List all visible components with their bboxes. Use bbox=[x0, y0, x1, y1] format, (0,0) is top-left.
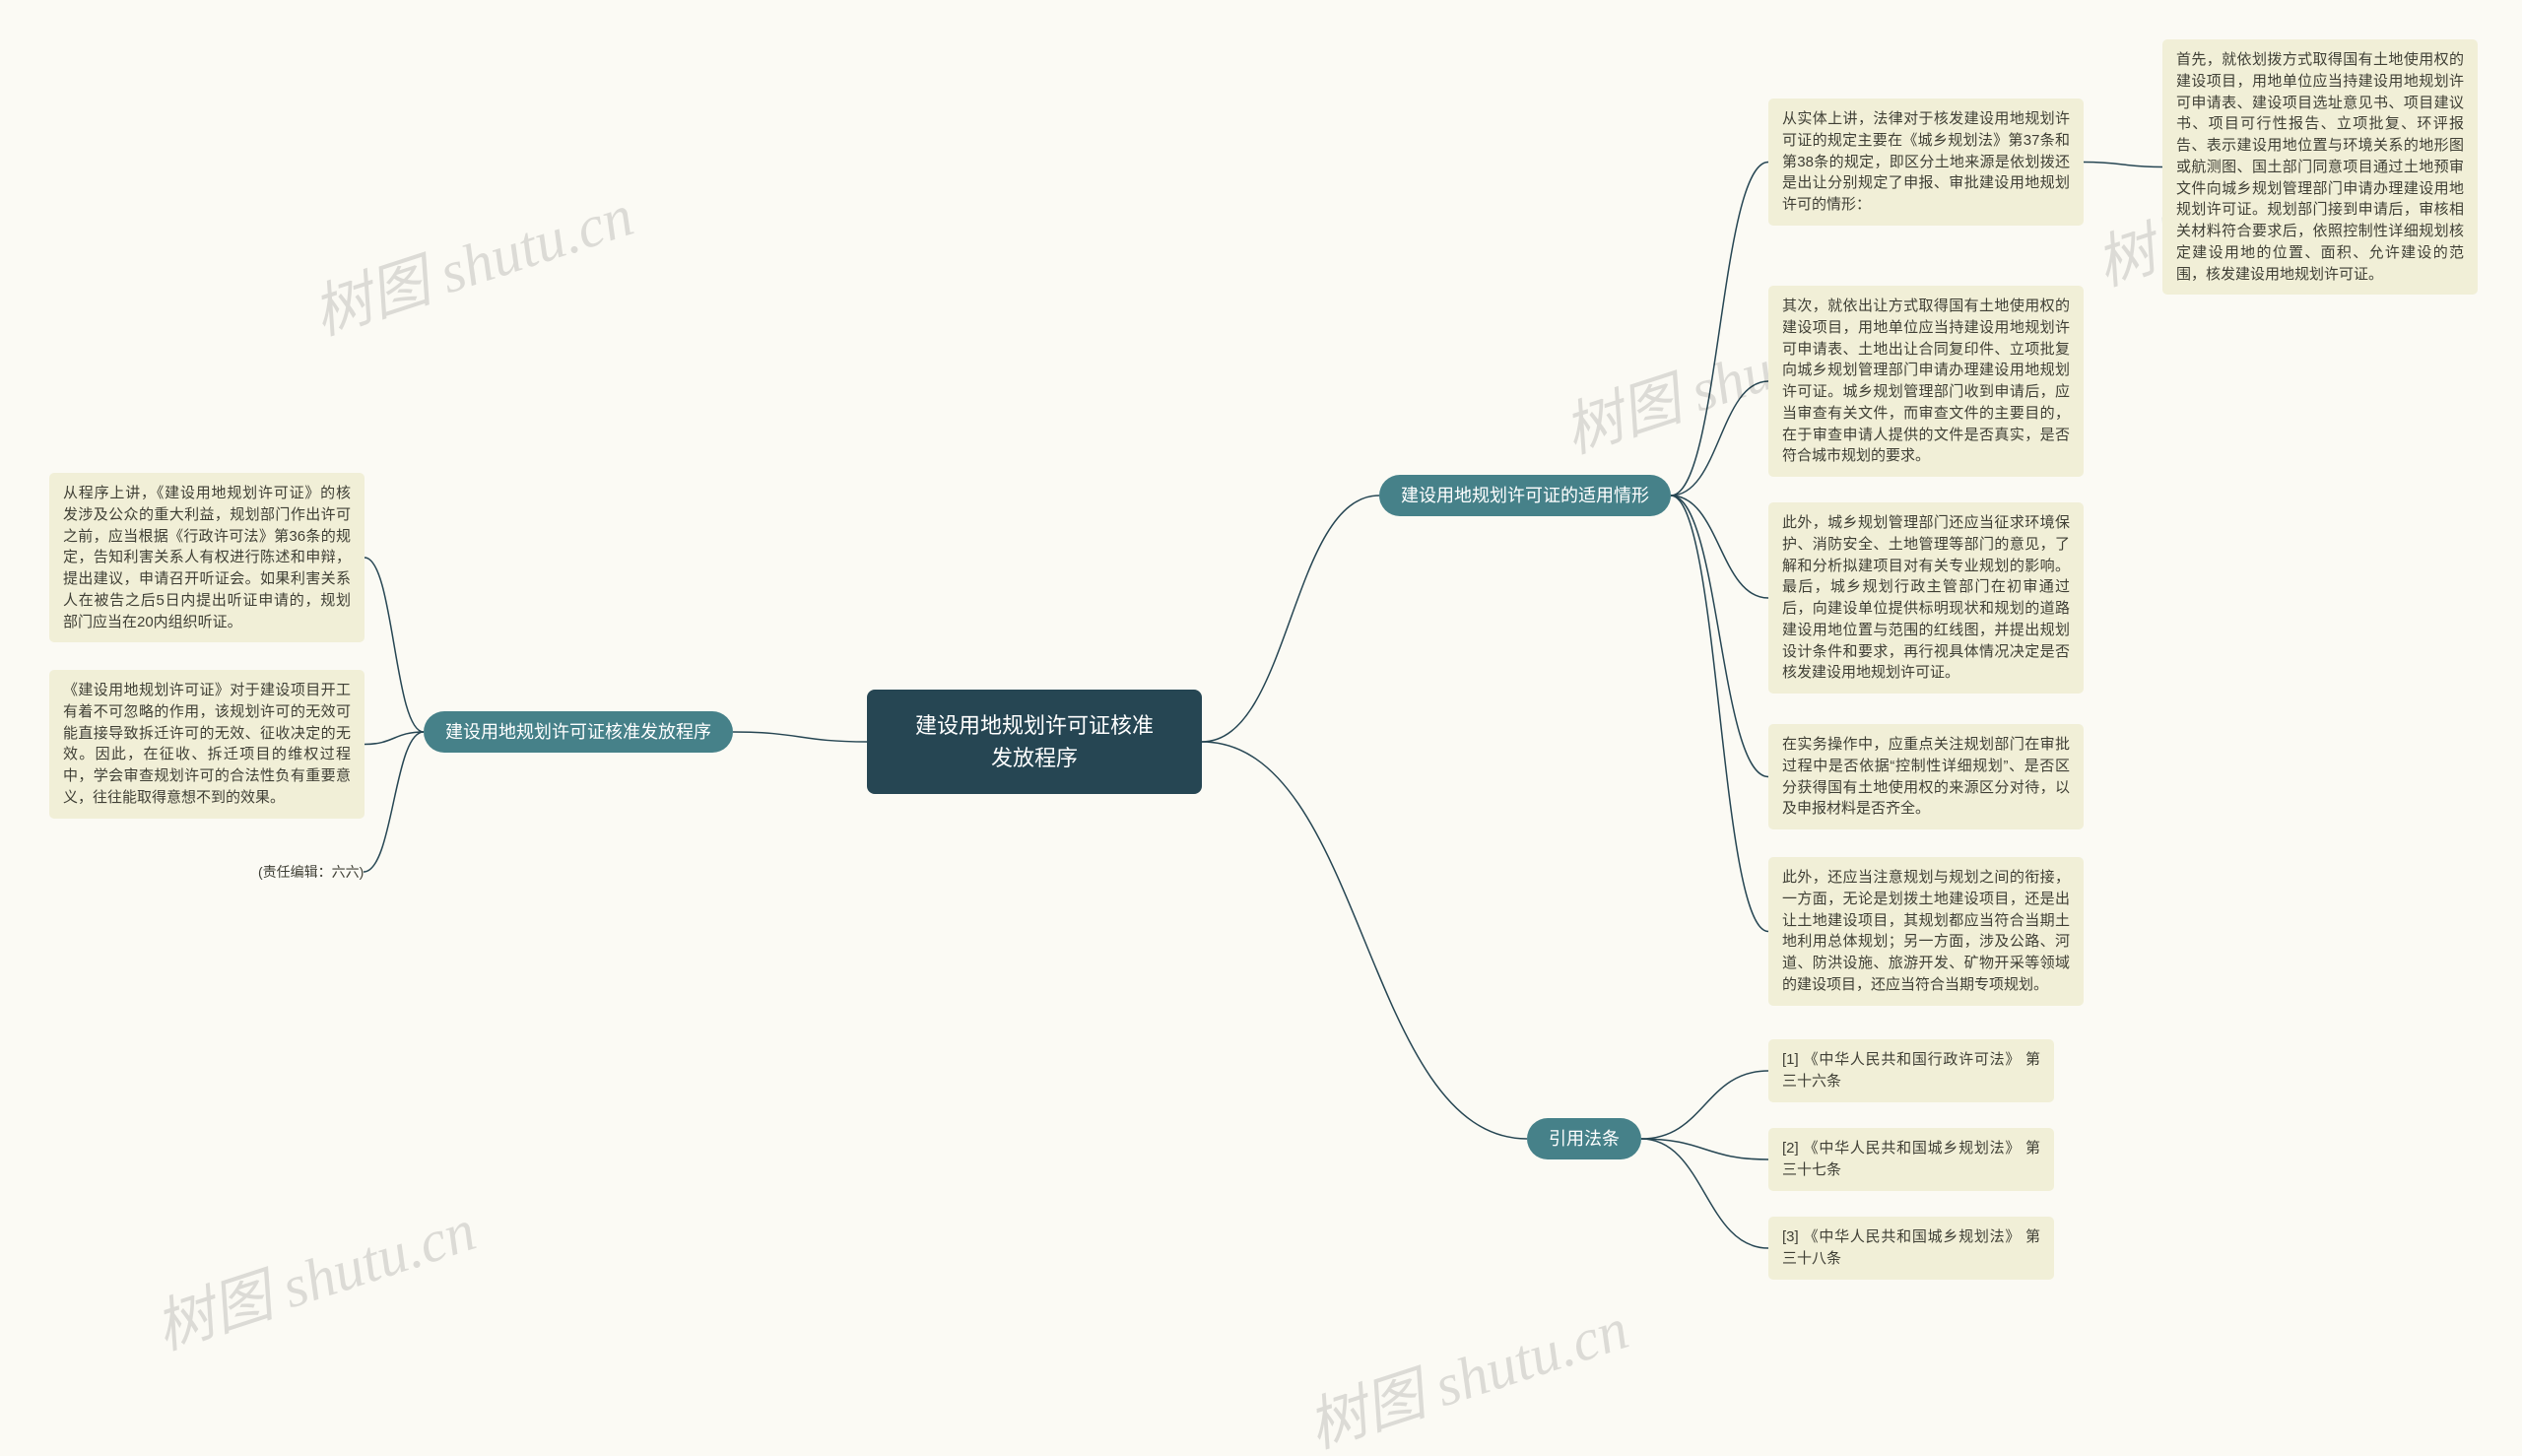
mindmap-node-l_l1: 从程序上讲，《建设用地规划许可证》的核发涉及公众的重大利益，规划部门作出许可之前… bbox=[49, 473, 365, 642]
edges-layer bbox=[0, 0, 2522, 1456]
edge bbox=[1641, 1139, 1768, 1248]
mindmap-node-r2_3: [3] 《中华人民共和国城乡规划法》 第三十八条 bbox=[1768, 1217, 2054, 1280]
mindmap-node-r1_5: 此外，还应当注意规划与规划之间的衔接，一方面，无论是划拨土地建设项目，还是出让土… bbox=[1768, 857, 2084, 1006]
mindmap-node-b_left: 建设用地规划许可证核准发放程序 bbox=[424, 711, 733, 753]
edge bbox=[1641, 1071, 1768, 1139]
edge bbox=[733, 732, 867, 742]
mindmap-node-l_l3: (责任编辑：六六) bbox=[258, 862, 364, 882]
edge bbox=[1671, 496, 1768, 932]
mindmap-node-root: 建设用地规划许可证核准发放程序 bbox=[867, 690, 1202, 794]
mindmap-node-b_r2: 引用法条 bbox=[1527, 1118, 1641, 1159]
edge bbox=[1671, 496, 1768, 598]
edge bbox=[1641, 1139, 1768, 1159]
mindmap-node-r2_1: [1] 《中华人民共和国行政许可法》 第三十六条 bbox=[1768, 1039, 2054, 1102]
edge bbox=[365, 558, 424, 732]
watermark: 树图 shutu.cn bbox=[143, 1182, 485, 1366]
edge bbox=[1671, 381, 1768, 496]
mindmap-node-r1_1_1: 首先，就依划拨方式取得国有土地使用权的建设项目，用地单位应当持建设用地规划许可申… bbox=[2162, 39, 2478, 295]
mindmap-node-r1_4: 在实务操作中，应重点关注规划部门在审批过程中是否依据“控制性详细规划”、是否区分… bbox=[1768, 724, 2084, 829]
mindmap-node-b_r1: 建设用地规划许可证的适用情形 bbox=[1379, 475, 1671, 516]
mindmap-node-r1_1: 从实体上讲，法律对于核发建设用地规划许可证的规定主要在《城乡规划法》第37条和第… bbox=[1768, 99, 2084, 226]
edge bbox=[364, 732, 424, 872]
mindmap-node-r2_2: [2] 《中华人民共和国城乡规划法》 第三十七条 bbox=[1768, 1128, 2054, 1191]
mindmap-node-r1_3: 此外，城乡规划管理部门还应当征求环境保护、消防安全、土地管理等部门的意见，了解和… bbox=[1768, 502, 2084, 694]
mindmap-canvas: 树图 shutu.cn树图 shutu.cn树图 shutu.cn树图 shut… bbox=[0, 0, 2522, 1456]
edge bbox=[1202, 742, 1527, 1139]
edge bbox=[1671, 496, 1768, 777]
edge bbox=[365, 732, 424, 745]
edge bbox=[2084, 163, 2162, 167]
watermark: 树图 shutu.cn bbox=[1295, 1281, 1637, 1456]
edge bbox=[1671, 163, 1768, 496]
mindmap-node-l_l2: 《建设用地规划许可证》对于建设项目开工有着不可忽略的作用，该规划许可的无效可能直… bbox=[49, 670, 365, 819]
mindmap-node-r1_2: 其次，就依出让方式取得国有土地使用权的建设项目，用地单位应当持建设用地规划许可申… bbox=[1768, 286, 2084, 477]
edge bbox=[1202, 496, 1379, 742]
watermark: 树图 shutu.cn bbox=[300, 167, 642, 352]
